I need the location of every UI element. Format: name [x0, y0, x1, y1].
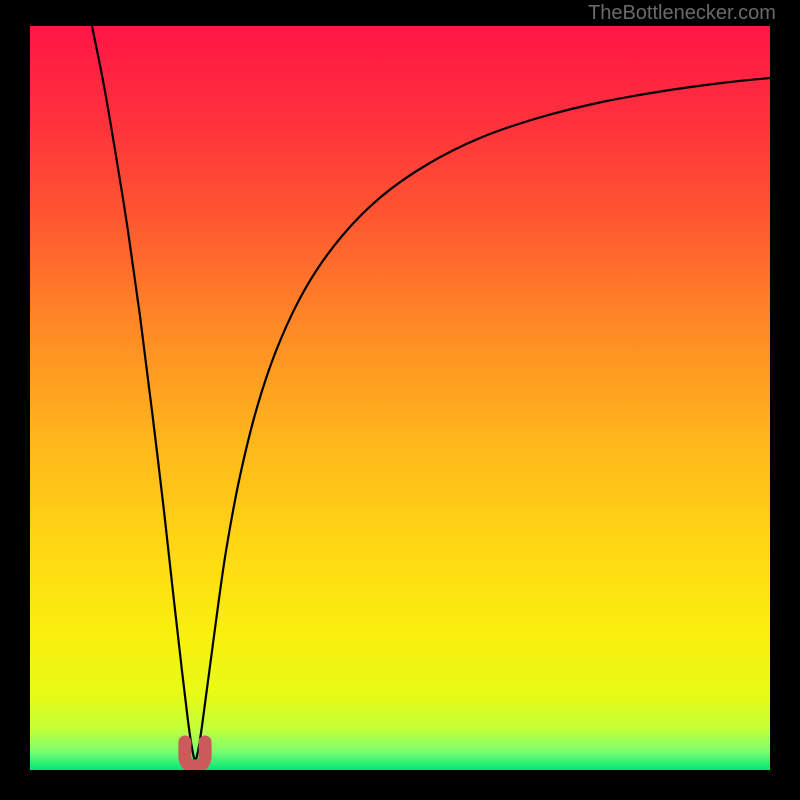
plot-area [30, 26, 770, 770]
bottleneck-curve [92, 26, 770, 760]
curve-layer [30, 26, 770, 770]
watermark-text: TheBottlenecker.com [588, 2, 776, 25]
minimum-marker [185, 742, 205, 766]
